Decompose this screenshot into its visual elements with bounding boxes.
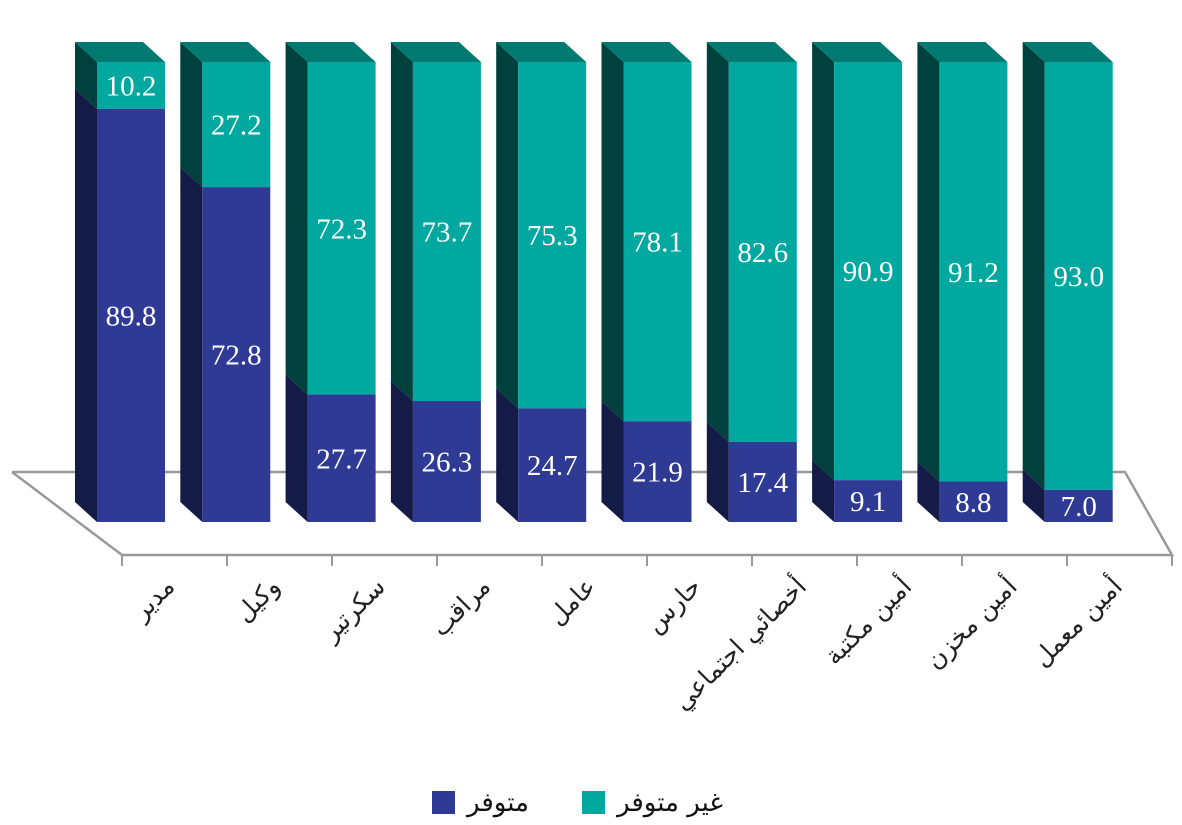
- bar-side-unavailable: [496, 42, 519, 409]
- category-label: أمين مكتبة: [817, 570, 918, 671]
- bar-stack-10: [1022, 42, 1113, 522]
- bar-segment-available: [202, 187, 271, 522]
- value-label-unavailable: 72.3: [316, 213, 367, 245]
- bar-side-available: [75, 88, 97, 523]
- bar-top-face: [1022, 42, 1113, 62]
- bar-segment-unavailable: [202, 62, 271, 188]
- bar-stack-7: [706, 42, 797, 522]
- bar-stack-2: [180, 42, 271, 522]
- bar-side-available: [180, 167, 203, 522]
- legend-label-available: متوفر: [465, 788, 529, 818]
- bar-side-available: [917, 461, 940, 522]
- bar-stack-9: [917, 42, 1008, 522]
- bar-stack-3: [285, 42, 376, 522]
- category-label: سكرتير: [315, 572, 391, 648]
- bar-top-face: [917, 42, 1008, 62]
- bar-side-unavailable: [390, 42, 413, 402]
- bar-segment-available: [307, 394, 376, 522]
- value-label-available: 8.8: [955, 487, 991, 519]
- category-label: أمين مخزن: [918, 570, 1023, 675]
- bar-side-available: [812, 460, 835, 522]
- bar-segment-available: [412, 401, 481, 522]
- legend-swatch-unavailable: [582, 791, 605, 814]
- bar-side-available: [285, 374, 308, 522]
- bar-side-available: [706, 421, 729, 522]
- value-label-unavailable: 10.2: [106, 70, 157, 102]
- bars-group: [75, 42, 1113, 523]
- value-label-unavailable: 93.0: [1053, 261, 1104, 293]
- value-labels-group: 10.2 89.8 27.2 72.8 72.3 27.7 73.7 26.3 75.3 24.7…: [106, 70, 1104, 522]
- bar-segment-unavailable: [307, 62, 376, 395]
- bar-segment-unavailable: [1044, 62, 1113, 490]
- bar-stack-8: [812, 42, 903, 522]
- bar-segment-unavailable: [412, 62, 481, 402]
- bar-segment-available: [97, 108, 165, 523]
- value-label-available: 26.3: [422, 447, 473, 479]
- bar-segment-unavailable: [518, 62, 587, 409]
- category-label: عامل: [542, 572, 601, 631]
- value-label-unavailable: 82.6: [737, 237, 788, 269]
- bar-side-available: [601, 401, 624, 522]
- bar-segment-available: [834, 480, 903, 522]
- bar-top-face: [706, 42, 797, 62]
- bar-segment-unavailable: [728, 62, 797, 442]
- value-label-available: 21.9: [632, 457, 683, 489]
- bar-side-available: [390, 381, 413, 522]
- legend-label-unavailable: غير متوفر: [615, 788, 723, 818]
- value-label-available: 27.7: [316, 443, 367, 475]
- bar-top-face: [180, 42, 271, 62]
- bar-segment-available: [623, 421, 692, 522]
- bar-stack-4: [390, 42, 481, 522]
- value-label-unavailable: 75.3: [527, 220, 578, 252]
- bar-top-face: [601, 42, 692, 62]
- bar-side-unavailable: [75, 42, 97, 109]
- legend: متوفر غير متوفر: [432, 788, 723, 818]
- bar-segment-unavailable: [623, 62, 692, 422]
- value-label-unavailable: 78.1: [632, 227, 683, 259]
- value-label-available: 89.8: [106, 300, 157, 332]
- value-label-available: 24.7: [527, 450, 578, 482]
- bar-segment-available: [939, 481, 1008, 522]
- value-label-unavailable: 27.2: [211, 110, 262, 142]
- bar-segment-available: [518, 408, 587, 522]
- bar-side-unavailable: [917, 42, 940, 482]
- bar-segment-unavailable: [97, 62, 165, 109]
- bar-side-unavailable: [180, 42, 203, 188]
- bar-side-unavailable: [812, 42, 835, 481]
- bar-side-available: [496, 388, 519, 522]
- category-label: حارس: [640, 572, 707, 639]
- value-label-available: 17.4: [737, 467, 788, 499]
- bar-top-face: [496, 42, 587, 62]
- bar-top-face: [812, 42, 903, 62]
- bar-segment-available: [1044, 489, 1113, 522]
- value-label-available: 9.1: [850, 486, 886, 518]
- bar-side-unavailable: [706, 42, 729, 442]
- value-label-unavailable: 91.2: [948, 257, 999, 289]
- bar-stack-1: [75, 42, 165, 523]
- bar-segment-unavailable: [834, 62, 903, 481]
- bar-stack-5: [496, 42, 587, 522]
- legend-swatch-available: [432, 791, 455, 814]
- bar-side-available: [1022, 469, 1045, 522]
- bar-side-unavailable: [285, 42, 308, 395]
- bar-top-face: [75, 42, 165, 62]
- bar-stack-6: [601, 42, 692, 522]
- bar-segment-available: [728, 441, 797, 522]
- bar-top-face: [285, 42, 376, 62]
- bar-side-unavailable: [601, 42, 624, 422]
- bar-top-face: [390, 42, 481, 62]
- category-label: أمين معمل: [1025, 570, 1128, 673]
- value-label-unavailable: 73.7: [422, 217, 473, 249]
- value-label-available: 7.0: [1061, 491, 1097, 523]
- bar-side-unavailable: [1022, 42, 1045, 490]
- category-label: مراقب: [426, 572, 496, 642]
- value-label-unavailable: 90.9: [843, 256, 894, 288]
- category-label: مدير: [125, 572, 180, 627]
- bar-segment-unavailable: [939, 62, 1008, 482]
- value-label-available: 72.8: [211, 340, 262, 372]
- category-label: وكيل: [229, 572, 286, 629]
